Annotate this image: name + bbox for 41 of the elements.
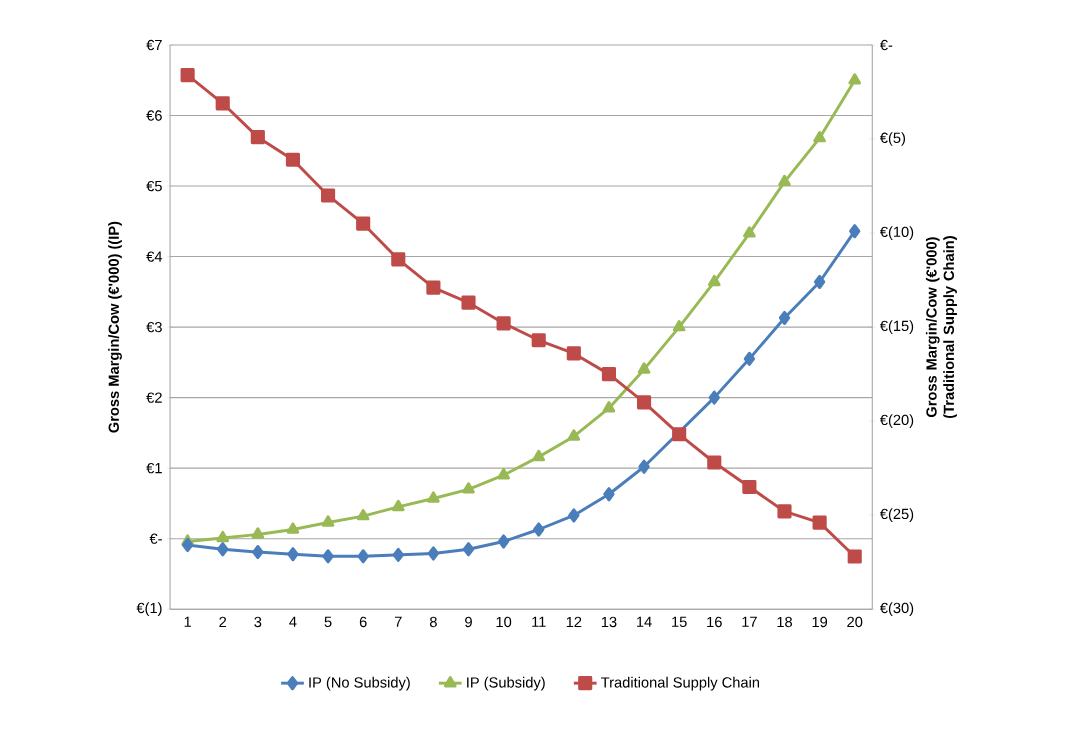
x-tick-label: 10 [496,616,512,628]
x-tick-label: 19 [812,616,828,628]
y2-tick-label: €(5) [879,132,906,146]
x-tick-label: 6 [359,616,367,628]
x-tick-label: 11 [532,616,546,627]
x-tick-label: 4 [289,616,297,627]
x-tick-label: 9 [465,616,472,628]
y2-tick-label: €(20) [879,414,914,428]
y-tick-label: €3 [146,321,162,333]
x-tick-label: 12 [566,616,582,627]
x-tick-label: 3 [254,616,262,628]
y-tick-label: €7 [146,39,162,51]
y2-tick-label: €- [879,39,893,51]
y2-tick-label: €(10) [879,226,914,240]
y2-tick-label: €(25) [879,508,914,522]
legend-label: IP (Subsidy) [467,676,545,691]
y2-tick-label: €(30) [879,602,914,616]
x-tick-label: 16 [707,616,722,628]
x-tick-label: 8 [429,616,437,628]
y2-axis-title: Gross Margin/Cow (€'000) (Traditional Supply Chain) [925,236,957,418]
y-tick-label: €2 [146,392,162,403]
y-axis-title: Gross Margin/Cow (€'000) ((IP) [108,221,122,433]
legend-label: Traditional Supply Chain [601,676,760,691]
x-tick-label: 1 [184,616,191,627]
y-tick-label: €- [149,533,162,544]
y-tick-label: €6 [146,110,162,121]
x-tick-label: 13 [601,616,617,628]
y-tick-label: €1 [146,462,162,474]
y2-tick-label: €(15) [879,320,914,334]
legend-label: IP (No Subsidy) [309,676,410,691]
y-tick-label: €(1) [136,602,162,616]
x-tick-label: 7 [394,616,402,627]
x-tick-label: 5 [324,616,332,627]
x-tick-label: 17 [742,616,757,627]
x-tick-label: 15 [672,616,687,627]
y-tick-label: €4 [146,251,163,262]
y-tick-label: €5 [146,180,162,192]
x-tick-label: 20 [847,616,863,628]
x-tick-label: 14 [637,616,652,627]
x-tick-label: 2 [219,616,227,627]
x-tick-label: 18 [777,616,793,628]
